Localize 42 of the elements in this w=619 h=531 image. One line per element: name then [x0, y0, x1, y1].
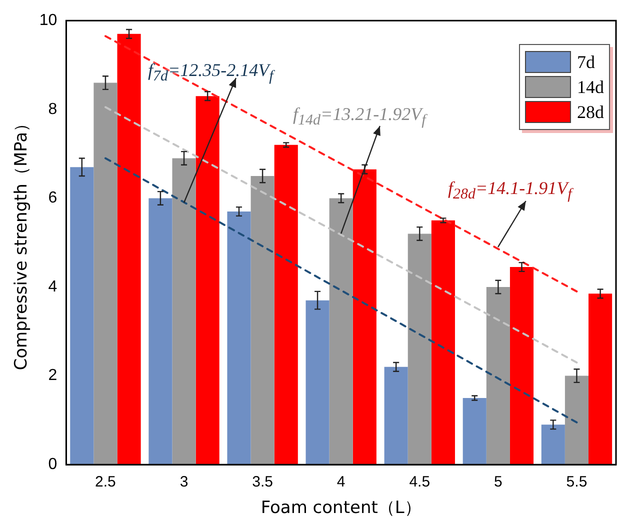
bar [462, 398, 486, 465]
x-tick-label: 5 [494, 474, 502, 491]
annotation: f$_{28d}$=14.1-1.91V$_{f}$ [448, 178, 572, 204]
bar [250, 176, 274, 465]
y-tick-label: 4 [48, 278, 58, 296]
y-tick-label: 6 [48, 190, 58, 207]
x-tick-label: 5.5 [566, 474, 588, 491]
bar [329, 198, 353, 465]
bar [172, 158, 196, 465]
bar [148, 198, 172, 465]
x-tick-label: 3.5 [252, 474, 273, 491]
legend-label: 28d [577, 102, 604, 122]
bar [510, 267, 534, 465]
bar [384, 366, 408, 465]
bar [352, 169, 376, 465]
legend-label: 14d [577, 76, 604, 98]
bar [70, 167, 94, 465]
bar [564, 376, 589, 465]
annotation: f$_{14d}$=13.21-1.92V$_{f}$ [293, 104, 426, 130]
y-tick-label: 0 [48, 456, 58, 474]
bar [274, 144, 298, 465]
annotation: f$_{7d}$=12.35-2.14V$_{f}$ [148, 60, 274, 86]
y-axis-title: Compressive strength（MPa） [12, 114, 32, 370]
bar [227, 212, 251, 465]
y-tick-label: 2 [48, 367, 58, 384]
x-tick-label: 4.5 [409, 474, 430, 491]
x-tick-label: 2.5 [95, 474, 116, 491]
bar [117, 34, 141, 465]
bar [541, 424, 565, 465]
bar [588, 294, 612, 465]
x-axis-title: Foam content（L） [260, 498, 422, 518]
x-tick-label: 3 [180, 474, 188, 491]
y-tick-label: 10 [39, 12, 58, 30]
x-tick-label: 4 [336, 474, 346, 491]
bar [94, 82, 118, 465]
bar [431, 220, 455, 465]
bar [408, 234, 432, 465]
bar [486, 287, 510, 465]
bar [196, 96, 220, 465]
y-tick-label: 8 [48, 100, 58, 118]
legend-label: 7d [577, 52, 595, 72]
bar [306, 300, 330, 465]
